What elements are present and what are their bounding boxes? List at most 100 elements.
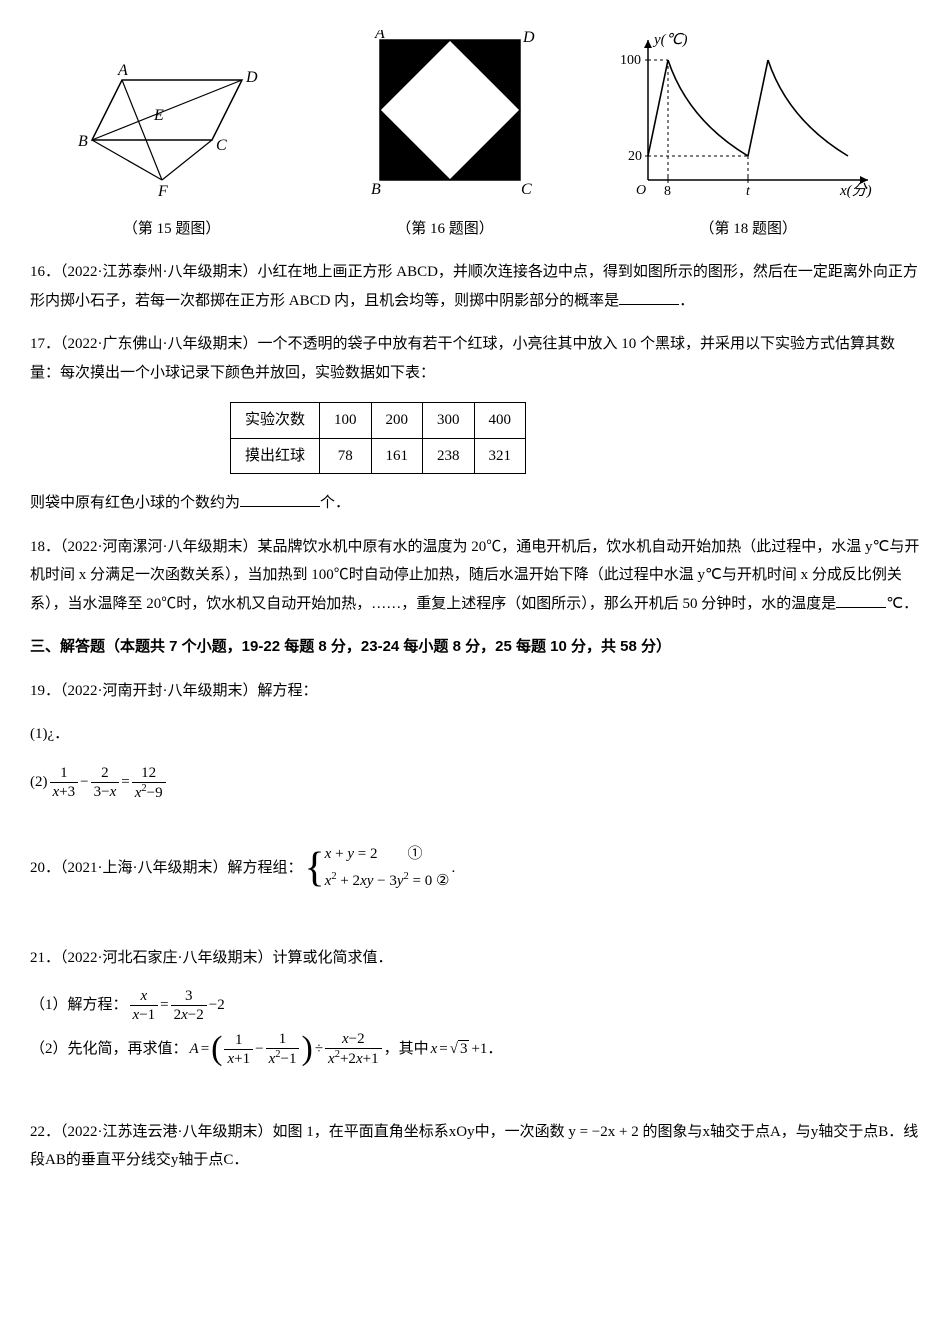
q19-part2: (2) 1x+3 − 23−x = 12x2−9 bbox=[30, 764, 920, 802]
xtick-t: t bbox=[746, 184, 751, 199]
frac-c: x−2x2+2x+1 bbox=[325, 1030, 382, 1068]
fig18-svg: 100 20 O 8 t y(℃) x(分) bbox=[618, 30, 878, 200]
ytick-20: 20 bbox=[628, 149, 642, 164]
fig15-svg: A D B C E F bbox=[72, 60, 272, 200]
sys-row-1: x + y = 2 ① bbox=[325, 842, 450, 868]
label-F: F bbox=[157, 183, 168, 200]
label-C2: C bbox=[521, 181, 532, 198]
fig18-caption: （第 18 题图） bbox=[618, 215, 878, 244]
figure-16: A D B C （第 16 题图） bbox=[355, 30, 535, 243]
q18-body: 18．（2022·河南漯河·八年级期末）某品牌饮水机中原有水的温度为 20℃，通… bbox=[30, 539, 919, 612]
radicand: 3 bbox=[458, 1040, 470, 1057]
figure-15: A D B C E F （第 15 题图） bbox=[72, 60, 272, 243]
q18-blank[interactable] bbox=[836, 592, 886, 608]
q20-line: 20．（2021·上海·八年级期末）解方程组： { x + y = 2 ① x2… bbox=[30, 842, 920, 894]
fig16-caption: （第 16 题图） bbox=[355, 215, 535, 244]
q19-p2-label: (2) bbox=[30, 768, 48, 797]
td-1: 78 bbox=[320, 438, 372, 474]
num: 12 bbox=[132, 764, 166, 783]
lparen-icon: ( bbox=[211, 1039, 222, 1059]
table-row: 实验次数 100 200 300 400 bbox=[231, 403, 526, 439]
equation-system: { x + y = 2 ① x2 + 2xy − 3y2 = 0 ② bbox=[305, 842, 450, 894]
label-D: D bbox=[245, 69, 258, 86]
frac-3: 12x2−9 bbox=[132, 764, 166, 802]
q16-text: 16．（2022·江苏泰州·八年级期末）小红在地上画正方形 ABCD，并顺次连接… bbox=[30, 258, 920, 315]
p2-tail-pre: ，其中 bbox=[384, 1035, 429, 1064]
q17-table: 实验次数 100 200 300 400 摸出红球 78 161 238 321 bbox=[230, 402, 526, 474]
placeholder-icon: ¿ bbox=[48, 726, 55, 742]
label-C: C bbox=[216, 137, 227, 154]
q17-tail-pre: 则袋中原有红色小球的个数约为 bbox=[30, 495, 240, 511]
q20-period: . bbox=[451, 854, 455, 883]
plus-one: +1． bbox=[471, 1035, 502, 1064]
xlabel: x(分) bbox=[839, 182, 872, 199]
frac-2: 23−x bbox=[91, 764, 120, 801]
td-3: 238 bbox=[423, 438, 475, 474]
q16-suffix: ． bbox=[679, 293, 694, 309]
A-eq: A bbox=[190, 1035, 199, 1064]
frac-p1r: 32x−2 bbox=[171, 987, 207, 1024]
minus-1: − bbox=[80, 768, 88, 797]
q18-unit: ℃． bbox=[886, 596, 918, 612]
td-2: 161 bbox=[371, 438, 423, 474]
fig16-svg: A D B C bbox=[355, 30, 535, 200]
figure-18: 100 20 O 8 t y(℃) x(分) （第 18 题图） bbox=[618, 30, 878, 243]
xtick-8: 8 bbox=[664, 184, 671, 199]
origin-O: O bbox=[636, 183, 646, 198]
td-0: 摸出红球 bbox=[231, 438, 320, 474]
label-D2: D bbox=[522, 30, 535, 46]
section-3-head: 三、解答题（本题共 7 个小题，19-22 每题 8 分，23-24 每小题 8… bbox=[30, 633, 920, 662]
eq-sign-2: = bbox=[439, 1035, 447, 1064]
q17-tail: 则袋中原有红色小球的个数约为 个． bbox=[30, 489, 920, 518]
td-4: 321 bbox=[474, 438, 526, 474]
eq-sign: = bbox=[201, 1035, 209, 1064]
q19-head: 19．（2022·河南开封·八年级期末）解方程： bbox=[30, 677, 920, 706]
ylabel: y(℃) bbox=[652, 32, 688, 48]
ytick-100: 100 bbox=[620, 53, 641, 68]
q22-text: 22．（2022·江苏连云港·八年级期末）如图 1，在平面直角坐标系xOy中，一… bbox=[30, 1118, 920, 1175]
rparen-icon: ) bbox=[301, 1039, 312, 1059]
q16-blank[interactable] bbox=[619, 289, 679, 305]
equals-1: = bbox=[121, 768, 129, 797]
th-1: 100 bbox=[320, 403, 372, 439]
frac-1: 1x+3 bbox=[50, 764, 79, 801]
q16-prefix: 16．（2022·江苏泰州·八年级期末）小红在地上画正方形 ABCD，并顺次连接… bbox=[30, 264, 918, 309]
equals-2: = bbox=[160, 991, 168, 1020]
q21-part2: （2）先化简，再求值： A = ( 1x+1 − 1x2−1 ) ÷ x−2x2… bbox=[30, 1030, 920, 1068]
sys-row-2: x2 + 2xy − 3y2 = 0 ② bbox=[325, 868, 450, 895]
fig15-caption: （第 15 题图） bbox=[72, 215, 272, 244]
q21-head: 21．（2022·河北石家庄·八年级期末）计算或化简求值． bbox=[30, 944, 920, 973]
label-B: B bbox=[78, 133, 88, 150]
q21-part1: （1）解方程： xx−1 = 32x−2 −2 bbox=[30, 987, 920, 1024]
frac-b2: 1x2−1 bbox=[266, 1030, 300, 1068]
label-B2: B bbox=[371, 181, 381, 198]
brace-icon: { bbox=[305, 847, 325, 889]
tail-minus2: −2 bbox=[209, 991, 225, 1020]
q17-prefix: 17．（2022·广东佛山·八年级期末）一个不透明的袋子中放有若干个红球，小亮往… bbox=[30, 330, 920, 387]
q19-part1: (1)¿． bbox=[30, 720, 920, 749]
div-sign: ÷ bbox=[315, 1035, 323, 1064]
num: 1 bbox=[50, 764, 79, 783]
num: 2 bbox=[91, 764, 120, 783]
th-2: 200 bbox=[371, 403, 423, 439]
q20-head: 20．（2021·上海·八年级期末）解方程组： bbox=[30, 854, 303, 883]
label-A2: A bbox=[374, 30, 385, 42]
th-4: 400 bbox=[474, 403, 526, 439]
sqrt-icon: 3 bbox=[450, 1035, 470, 1064]
q18-text: 18．（2022·河南漯河·八年级期末）某品牌饮水机中原有水的温度为 20℃，通… bbox=[30, 533, 920, 619]
table-row: 摸出红球 78 161 238 321 bbox=[231, 438, 526, 474]
q19-p1-label: (1) bbox=[30, 726, 48, 742]
q21-p1-label: （1）解方程： bbox=[30, 991, 128, 1020]
label-E: E bbox=[153, 107, 164, 124]
q21-p2-label: （2）先化简，再求值： bbox=[30, 1035, 188, 1064]
frac-p1l: xx−1 bbox=[130, 987, 159, 1024]
q17-tail-post: 个． bbox=[320, 495, 350, 511]
frac-b1: 1x+1 bbox=[224, 1031, 253, 1068]
th-3: 300 bbox=[423, 403, 475, 439]
th-0: 实验次数 bbox=[231, 403, 320, 439]
label-A: A bbox=[117, 62, 128, 79]
x-eq: x bbox=[431, 1035, 438, 1064]
minus-b: − bbox=[255, 1035, 263, 1064]
q17-blank[interactable] bbox=[240, 491, 320, 507]
figures-row: A D B C E F （第 15 题图） A D B C （第 16 题图） bbox=[30, 30, 920, 243]
